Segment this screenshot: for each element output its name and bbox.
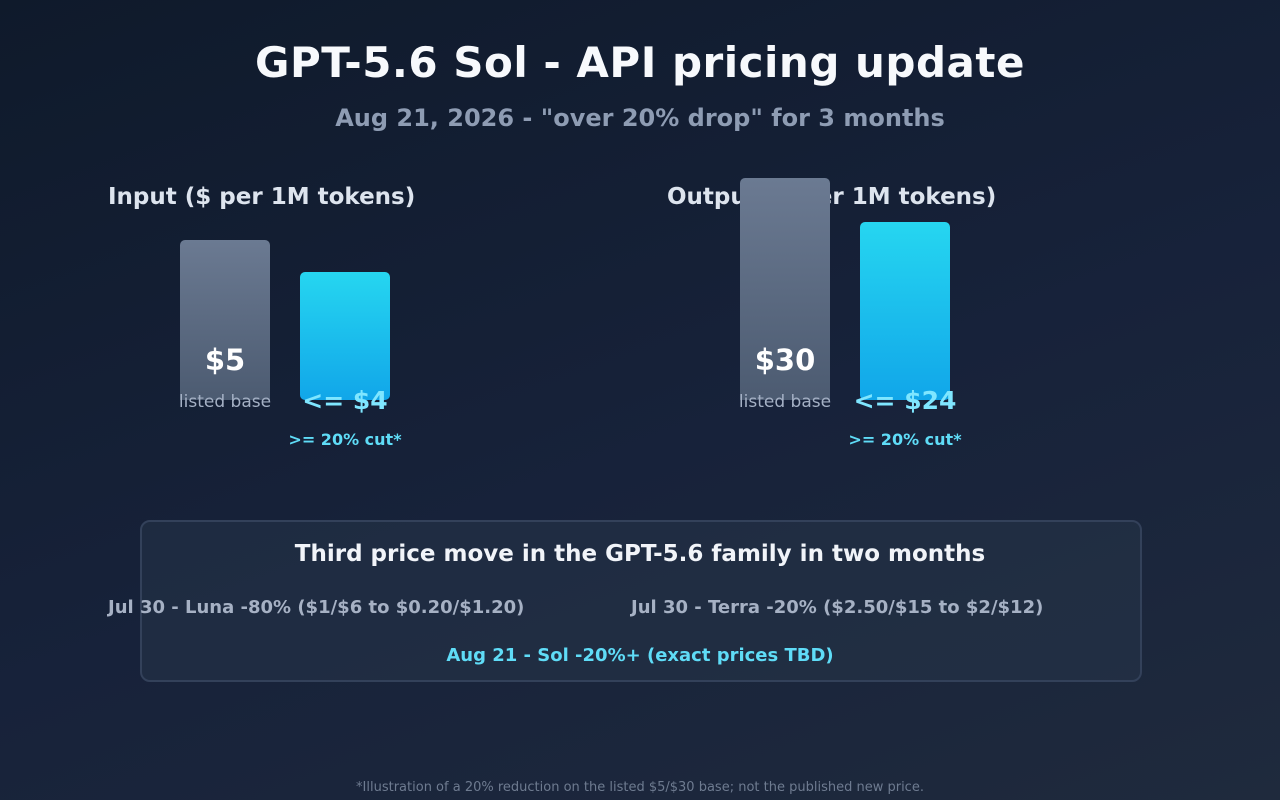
output-base-value-label: $30 [754,343,816,377]
input-base-bar [180,240,270,400]
context-note-title: Third price move in the GPT-5.6 family i… [294,541,986,567]
output-chart-title: Output ($ per 1M tokens) [667,184,997,210]
input-cut-category-label: >= 20% cut* [288,430,402,449]
output-base-bar [740,178,830,400]
note-item-sol: Aug 21 - Sol -20%+ (exact prices TBD) [446,645,834,666]
input-base-category-label: listed base [178,392,272,412]
output-cut-category-label: >= 20% cut* [848,430,962,449]
page-title: GPT-5.6 Sol - API pricing update [255,38,1025,87]
note-item-luna: Jul 30 - Luna -80% ($1/$6 to $0.20/$1.20… [108,597,525,618]
page-subtitle: Aug 21, 2026 - "over 20% drop" for 3 mon… [335,104,945,132]
output-base-category-label: listed base [738,392,832,412]
footnote: *Illustration of a 20% reduction on the … [356,780,924,795]
input-chart-title: Input ($ per 1M tokens) [108,184,416,210]
output-cut-bar [860,222,950,400]
context-note-box [140,520,1142,682]
output-cut-value-label: <= $24 [853,386,957,415]
input-cut-value-label: <= $4 [302,386,388,415]
note-item-terra: Jul 30 - Terra -20% ($2.50/$15 to $2/$12… [631,597,1044,618]
input-base-value-label: $5 [204,343,246,377]
input-cut-bar [300,272,390,400]
